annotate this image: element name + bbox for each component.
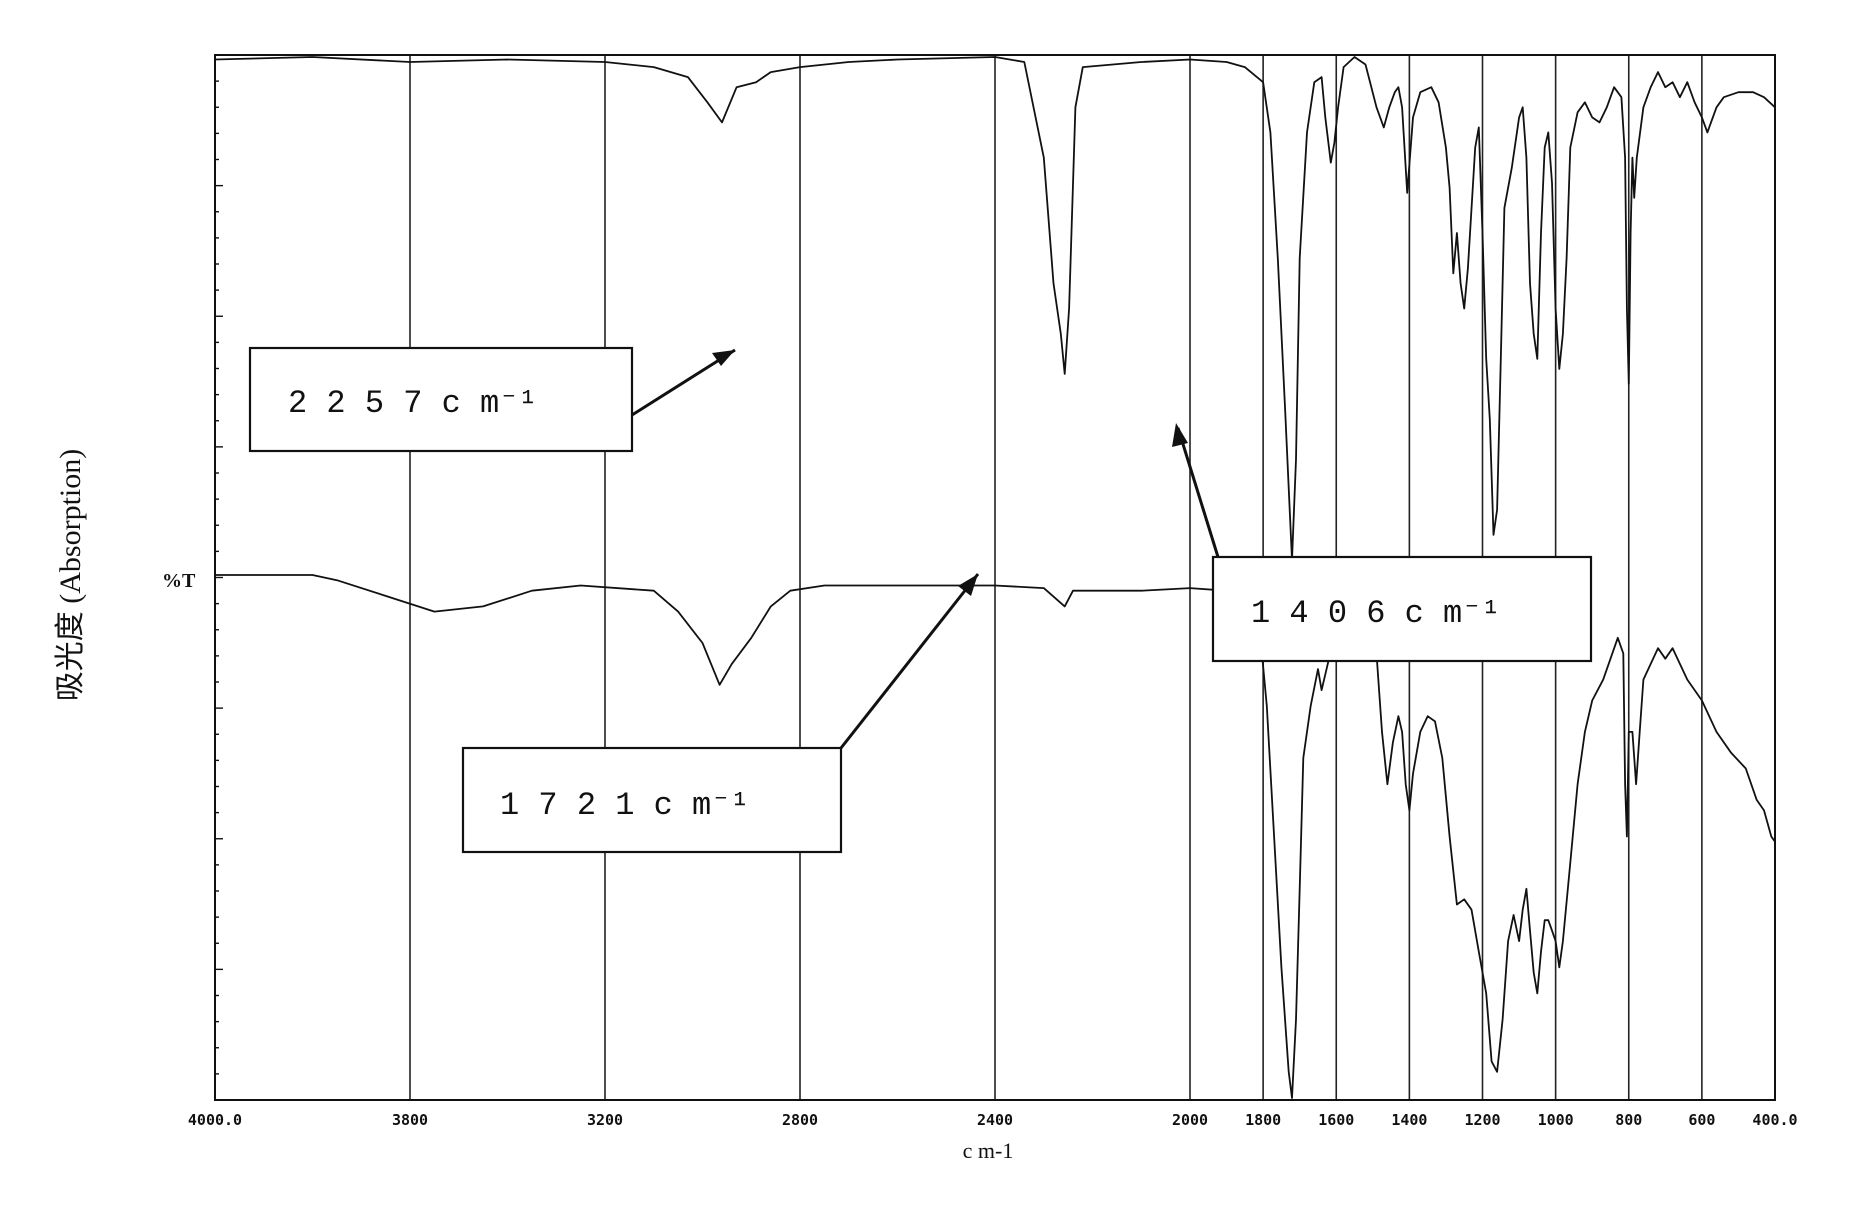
x-tick-label-2: 3200 [587, 1111, 623, 1129]
x-tick-label-9: 1200 [1464, 1111, 1500, 1129]
left-axis-ticks [215, 55, 223, 1100]
y-axis-label: 吸光度 (Absorption) [54, 449, 87, 701]
x-tick-label-12: 600 [1688, 1111, 1715, 1129]
annotation-text-1406: 1 4 0 6 c m⁻¹ [1251, 595, 1501, 632]
x-tick-label-8: 1400 [1391, 1111, 1427, 1129]
percent-t-marker: %T [162, 570, 196, 592]
annotation-arrow-1406 [1178, 428, 1218, 557]
x-tick-label-10: 1000 [1538, 1111, 1574, 1129]
annotation-1721: 1 7 2 1 c m⁻¹ [463, 574, 978, 852]
x-tick-label-6: 1800 [1245, 1111, 1281, 1129]
x-tick-label-13: 400.0 [1752, 1111, 1797, 1129]
x-tick-label-4: 2400 [977, 1111, 1013, 1129]
x-tick-label-11: 800 [1615, 1111, 1642, 1129]
x-tick-label-1: 3800 [392, 1111, 428, 1129]
annotation-arrow-1721 [841, 574, 978, 748]
x-tick-label-5: 2000 [1172, 1111, 1208, 1129]
x-tick-labels: 4000.0 3800 3200 2800 2400 2000 1800 1600 1400 12… [188, 1111, 1798, 1129]
annotation-1406: 1 4 0 6 c m⁻¹ [1172, 423, 1591, 661]
x-tick-label-7: 1600 [1318, 1111, 1354, 1129]
annotation-text-1721: 1 7 2 1 c m⁻¹ [500, 787, 750, 824]
annotation-text-2257: 2 2 5 7 c m⁻¹ [288, 385, 538, 422]
x-tick-label-3: 2800 [782, 1111, 818, 1129]
annotation-arrowhead-1406 [1172, 423, 1188, 447]
annotation-2257: 2 2 5 7 c m⁻¹ [250, 348, 735, 451]
x-tick-label-0: 4000.0 [188, 1111, 242, 1129]
x-axis-label: c m-1 [963, 1138, 1014, 1163]
